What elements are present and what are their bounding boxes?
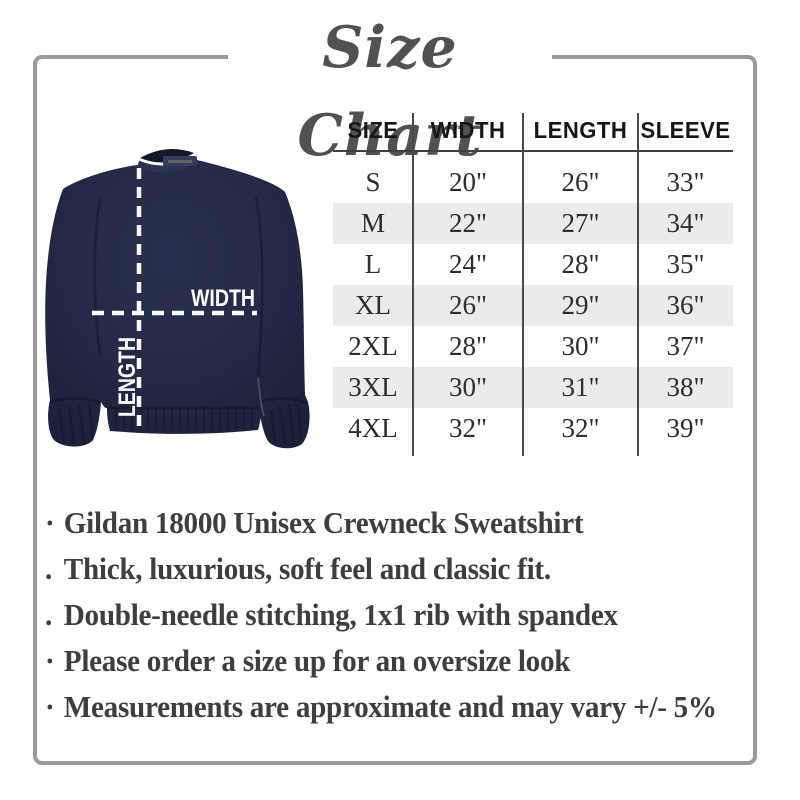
page-title: Size Chart <box>228 4 552 169</box>
cell-length: 29" <box>561 290 600 320</box>
sweatshirt-illustration: WIDTH LENGTH <box>45 149 310 449</box>
waistband-rib <box>109 409 257 430</box>
size-table-header: SIZE WIDTH LENGTH SLEEVE <box>333 110 733 152</box>
note-line: . Thick, luxurious, soft feel and classic… <box>45 546 712 592</box>
bullet-glyph: · <box>45 643 55 678</box>
size-table: SIZE WIDTH LENGTH SLEEVE S 20" 26" 33" M… <box>333 110 733 456</box>
table-row: 2XL 28" 30" 37" <box>333 326 733 367</box>
note-text: Measurements are approximate and may var… <box>63 689 717 724</box>
right-sleeve-seam <box>254 195 264 376</box>
cell-length: 30" <box>561 331 600 361</box>
table-row: 3XL 30" 31" 38" <box>333 367 733 408</box>
cell-size: XL <box>355 290 391 320</box>
note-line: · Gildan 18000 Unisex Crewneck Sweatshirt <box>45 500 712 546</box>
note-text: Thick, luxurious, soft feel and classic … <box>63 551 551 586</box>
table-row: S 20" 26" 33" <box>333 162 733 203</box>
bullet-glyph: · <box>45 689 55 724</box>
cell-length: 32" <box>561 413 600 443</box>
cell-width: 24" <box>448 249 488 279</box>
width-label: WIDTH <box>191 285 255 312</box>
cell-sleeve: 33" <box>666 167 705 197</box>
length-label: LENGTH <box>114 337 141 417</box>
cell-width: 26" <box>448 290 488 320</box>
cell-length: 26" <box>561 167 600 197</box>
note-text: Gildan 18000 Unisex Crewneck Sweatshirt <box>63 505 584 540</box>
cell-width: 28" <box>448 331 488 361</box>
cell-width: 22" <box>448 208 488 238</box>
bullet-glyph: · <box>45 505 55 540</box>
cell-size: 3XL <box>348 372 398 402</box>
bullet-glyph: . <box>45 551 53 586</box>
header-spacer <box>333 152 733 162</box>
table-row: 4XL 32" 32" 39" <box>333 408 733 449</box>
column-divider <box>637 113 639 456</box>
right-sleeve-highlight <box>257 377 265 417</box>
cell-length: 27" <box>561 208 600 238</box>
column-header-size: SIZE <box>347 116 399 143</box>
column-divider <box>522 113 524 456</box>
column-header-sleeve: SLEEVE <box>640 116 731 143</box>
cell-size: 4XL <box>348 413 398 443</box>
note-line: · Please order a size up for an oversize … <box>45 638 712 684</box>
column-divider <box>412 113 414 456</box>
cell-sleeve: 34" <box>666 208 705 238</box>
cell-size: 2XL <box>348 331 398 361</box>
bullet-glyph: . <box>45 597 53 632</box>
product-notes: · Gildan 18000 Unisex Crewneck Sweatshirt… <box>45 500 755 730</box>
column-header-width: WIDTH <box>430 116 506 143</box>
cell-size: L <box>364 249 382 279</box>
column-header-length: LENGTH <box>533 116 628 143</box>
note-text: Please order a size up for an oversize l… <box>63 643 571 678</box>
cell-sleeve: 36" <box>666 290 705 320</box>
cell-sleeve: 35" <box>666 249 705 279</box>
cell-length: 28" <box>561 249 600 279</box>
cell-sleeve: 37" <box>666 331 705 361</box>
table-row: M 22" 27" 34" <box>333 203 733 244</box>
left-sleeve-seam <box>93 197 102 356</box>
note-line: · Measurements are approximate and may va… <box>45 684 717 730</box>
cuff-ribbing <box>58 402 302 446</box>
table-row: XL 26" 29" 36" <box>333 285 733 326</box>
left-cuff-seam <box>49 397 101 404</box>
sweatshirt-body <box>45 160 310 449</box>
cell-size: M <box>360 208 385 238</box>
cell-sleeve: 38" <box>666 372 705 402</box>
table-row: L 24" 28" 35" <box>333 244 733 285</box>
note-line: . Double-needle stitching, 1x1 rib with s… <box>45 592 712 638</box>
cell-width: 20" <box>448 167 488 197</box>
collar-tag-print <box>168 160 192 163</box>
cell-size: S <box>365 167 381 197</box>
right-cuff-seam <box>259 397 307 405</box>
cell-width: 32" <box>448 413 488 443</box>
cell-width: 30" <box>448 372 488 402</box>
note-text: Double-needle stitching, 1x1 rib with sp… <box>63 597 618 632</box>
cell-sleeve: 39" <box>666 413 705 443</box>
cell-length: 31" <box>561 372 600 402</box>
